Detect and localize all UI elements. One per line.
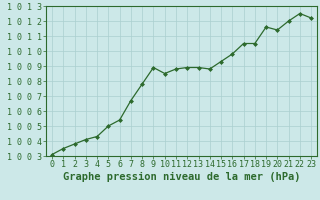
X-axis label: Graphe pression niveau de la mer (hPa): Graphe pression niveau de la mer (hPa) (63, 172, 300, 182)
